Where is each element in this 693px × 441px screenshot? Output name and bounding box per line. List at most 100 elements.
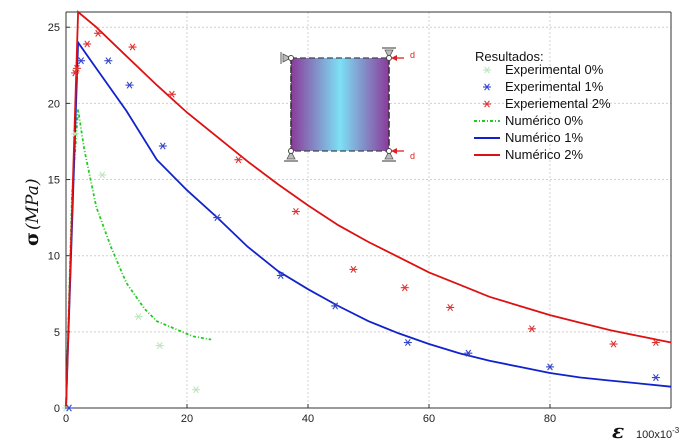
asterisk-stroke [135, 313, 142, 321]
asterisk-stroke [484, 100, 490, 108]
asterisk-stroke [214, 214, 221, 222]
asterisk-stroke [447, 303, 454, 312]
legend-label-4: Numérico 1% [505, 130, 583, 145]
data-point-series-0 [192, 386, 201, 394]
legend-label-0: Experimental 0% [505, 62, 604, 77]
asterisk-stroke [465, 349, 472, 357]
legend-label-1: Experimental 1% [505, 79, 604, 94]
asterisk-stroke [235, 156, 242, 164]
asterisk-stroke [126, 81, 133, 89]
displacement-label-bottom: d [410, 151, 415, 161]
asterisk-stroke [193, 386, 199, 394]
series-line-3 [65, 109, 212, 409]
x-axis-symbol: ε [612, 419, 624, 441]
data-point-series-1 [77, 57, 86, 65]
data-point-series-1 [331, 302, 340, 310]
specimen-body [291, 58, 389, 151]
asterisk-stroke [401, 284, 408, 292]
asterisk-stroke [66, 404, 72, 412]
y-tick-label: 10 [48, 251, 60, 263]
series-line-4 [65, 39, 672, 409]
asterisk-stroke [74, 64, 80, 72]
y-tick-label: 20 [48, 98, 60, 110]
data-point-series-2 [527, 325, 536, 333]
data-point-series-1 [65, 404, 74, 412]
data-point-series-0 [71, 130, 80, 138]
asterisk-stroke [159, 142, 166, 150]
x-tick-label: 80 [544, 413, 556, 425]
specimen-inset: d d [280, 47, 415, 162]
data-point-series-0 [134, 313, 143, 321]
asterisk-stroke [293, 207, 299, 216]
data-point-series-1 [158, 142, 167, 150]
displacement-label-top: d [410, 50, 415, 60]
x-axis-scale-note: 100x10-3 [636, 426, 680, 441]
data-point-series-1 [464, 349, 473, 357]
legend-swatch-0 [483, 66, 491, 74]
data-point-series-2 [446, 303, 455, 312]
x-tick-label: 0 [63, 413, 69, 425]
asterisk-stroke [610, 340, 617, 348]
data-point-series-2 [128, 43, 137, 51]
data-point-series-2 [71, 69, 80, 77]
legend-title: Resultados: [475, 49, 544, 64]
legend-label-5: Numérico 2% [505, 147, 583, 162]
data-point-series-1 [651, 374, 660, 382]
series-lines [65, 10, 672, 409]
data-point-series-1 [104, 57, 113, 65]
data-point-series-1 [546, 363, 554, 371]
asterisk-stroke [72, 130, 78, 138]
data-point-series-2 [291, 207, 300, 216]
asterisk-stroke [277, 271, 284, 280]
support-left-bottom-icon [284, 148, 298, 162]
y-axis-unit: (MPa) [23, 179, 43, 230]
data-point-series-1 [213, 214, 222, 222]
series-line-5 [65, 10, 672, 409]
support-left-top-icon [280, 52, 294, 64]
data-point-series-0 [98, 171, 107, 179]
legend-label-3: Numérico 0% [505, 113, 583, 128]
data-point-series-2 [609, 340, 618, 348]
x-tick-label: 40 [302, 413, 314, 425]
y-tick-label: 5 [54, 327, 60, 339]
asterisk-stroke [95, 29, 101, 37]
data-point-series-2 [234, 156, 243, 164]
asterisk-stroke [84, 40, 91, 48]
displacement-arrow-bottom-icon [391, 148, 404, 154]
data-point-series-2 [651, 338, 660, 347]
asterisk-stroke [484, 83, 490, 91]
data-point-series-1 [403, 338, 412, 347]
x-tick-label: 60 [423, 413, 435, 425]
data-point-series-2 [400, 284, 409, 292]
asterisk-stroke [105, 57, 112, 65]
y-tick-label: 0 [54, 403, 60, 415]
x-tick-label: 20 [181, 413, 193, 425]
y-axis-symbol: σ [21, 232, 43, 246]
asterisk-stroke [529, 325, 535, 333]
x-scale-exp: -3 [672, 426, 680, 435]
asterisk-stroke [350, 265, 357, 273]
asterisk-stroke [72, 69, 78, 77]
asterisk-stroke [332, 302, 339, 310]
asterisk-stroke [404, 338, 411, 347]
asterisk-stroke [99, 171, 106, 179]
asterisk-stroke [156, 342, 163, 350]
y-tick-label: 15 [48, 175, 60, 187]
data-point-series-2 [349, 265, 358, 273]
data-point-series-2 [94, 29, 103, 37]
data-point-series-2 [167, 90, 176, 98]
asterisk-stroke [169, 90, 175, 98]
asterisk-stroke [653, 374, 659, 382]
asterisk-stroke [653, 338, 659, 347]
data-point-series-1 [125, 81, 134, 89]
asterisk-stroke [129, 43, 136, 51]
displacement-arrow-top-icon [391, 55, 404, 61]
tick-labels: 0 20 40 60 80 0 5 10 15 20 25 [48, 22, 556, 425]
legend: Resultados: Experimental 0% Experimental … [474, 49, 611, 162]
y-tick-label: 25 [48, 22, 60, 34]
data-point-series-0 [155, 342, 164, 350]
x-scale-base: 100x10 [636, 429, 672, 441]
data-point-series-1 [276, 271, 285, 280]
